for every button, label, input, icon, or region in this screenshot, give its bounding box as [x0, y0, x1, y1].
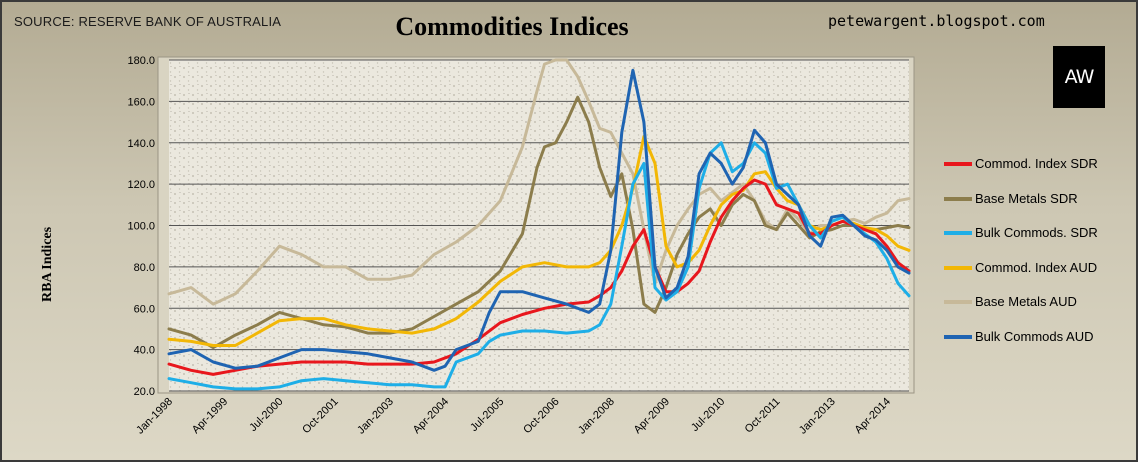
x-axis-ticks: Jan-1998 Apr-1999 Jul-2000 Oct-2001 Jan-2003… — [134, 396, 893, 437]
y-tick-label: 140.0 — [127, 138, 155, 150]
aw-logo: AW — [1053, 46, 1105, 108]
legend-label: Base Metals SDR — [975, 190, 1078, 206]
x-tick-label: Apr-2014 — [853, 396, 893, 436]
x-tick-label: Oct-2011 — [743, 396, 783, 436]
grid-lines — [169, 59, 909, 392]
x-tick-label: Jan-2013 — [797, 396, 838, 437]
chart-title: Commodities Indices — [395, 12, 629, 41]
logo-text: AW — [1064, 66, 1095, 88]
y-tick-label: 20.0 — [134, 386, 155, 398]
legend-label: Bulk Commods. SDR — [975, 225, 1098, 240]
legend-item: Base Metals AUD — [940, 290, 1130, 325]
source-note: SOURCE: RESERVE BANK OF AUSTRALIA — [14, 14, 282, 29]
legend-label: Bulk Commods AUD — [975, 328, 1094, 344]
y-tick-label: 180.0 — [127, 55, 155, 67]
x-tick-label: Apr-2004 — [411, 396, 451, 436]
legend-item: Bulk Commods AUD — [940, 325, 1130, 360]
x-tick-label: Apr-1999 — [190, 396, 230, 436]
legend-label: Commod. Index SDR — [975, 156, 1098, 171]
legend-swatch — [944, 162, 972, 166]
legend-item: Base Metals SDR — [940, 187, 1130, 222]
x-tick-label: Apr-2009 — [632, 396, 672, 436]
y-tick-label: 160.0 — [127, 96, 155, 108]
x-tick-label: Jul-2005 — [468, 396, 506, 434]
legend-swatch — [944, 265, 972, 270]
x-tick-label: Jan-1998 — [134, 396, 175, 437]
legend-item: Commod. Index SDR — [940, 152, 1130, 187]
blog-url: petewargent.blogspot.com — [828, 12, 1045, 30]
y-tick-label: 60.0 — [134, 303, 155, 315]
series-lines — [167, 58, 911, 391]
series-line-commod-index-sdr — [167, 178, 911, 376]
legend-label: Commod. Index AUD — [975, 259, 1098, 275]
series-line-bulk-commods-aud — [167, 68, 911, 372]
legend-swatch — [944, 231, 972, 235]
y-tick-label: 80.0 — [134, 262, 155, 274]
legend-item: Commod. Index AUD — [940, 256, 1130, 291]
legend-item: Bulk Commods. SDR — [940, 221, 1130, 256]
x-tick-label: Jan-2003 — [355, 396, 396, 437]
legend: Commod. Index SDR Base Metals SDR Bulk Com… — [940, 152, 1130, 359]
legend-swatch — [944, 334, 972, 339]
series-line-bulk-commods-sdr — [167, 141, 911, 391]
y-tick-label: 120.0 — [127, 179, 155, 191]
y-tick-label: 100.0 — [127, 221, 155, 233]
x-tick-label: Oct-2001 — [300, 396, 340, 436]
legend-swatch — [944, 300, 972, 304]
legend-label: Base Metals AUD — [975, 294, 1077, 309]
x-tick-label: Jul-2010 — [689, 396, 727, 434]
x-tick-label: Oct-2006 — [521, 396, 561, 436]
x-tick-label: Jul-2000 — [247, 396, 285, 434]
y-axis-ticks: 20.0 40.0 60.0 80.0 100.0 120.0 140.0 160.0 180.… — [127, 55, 155, 398]
y-tick-label: 40.0 — [134, 345, 155, 357]
legend-swatch — [944, 196, 972, 201]
x-tick-label: Jan-2008 — [576, 396, 617, 437]
